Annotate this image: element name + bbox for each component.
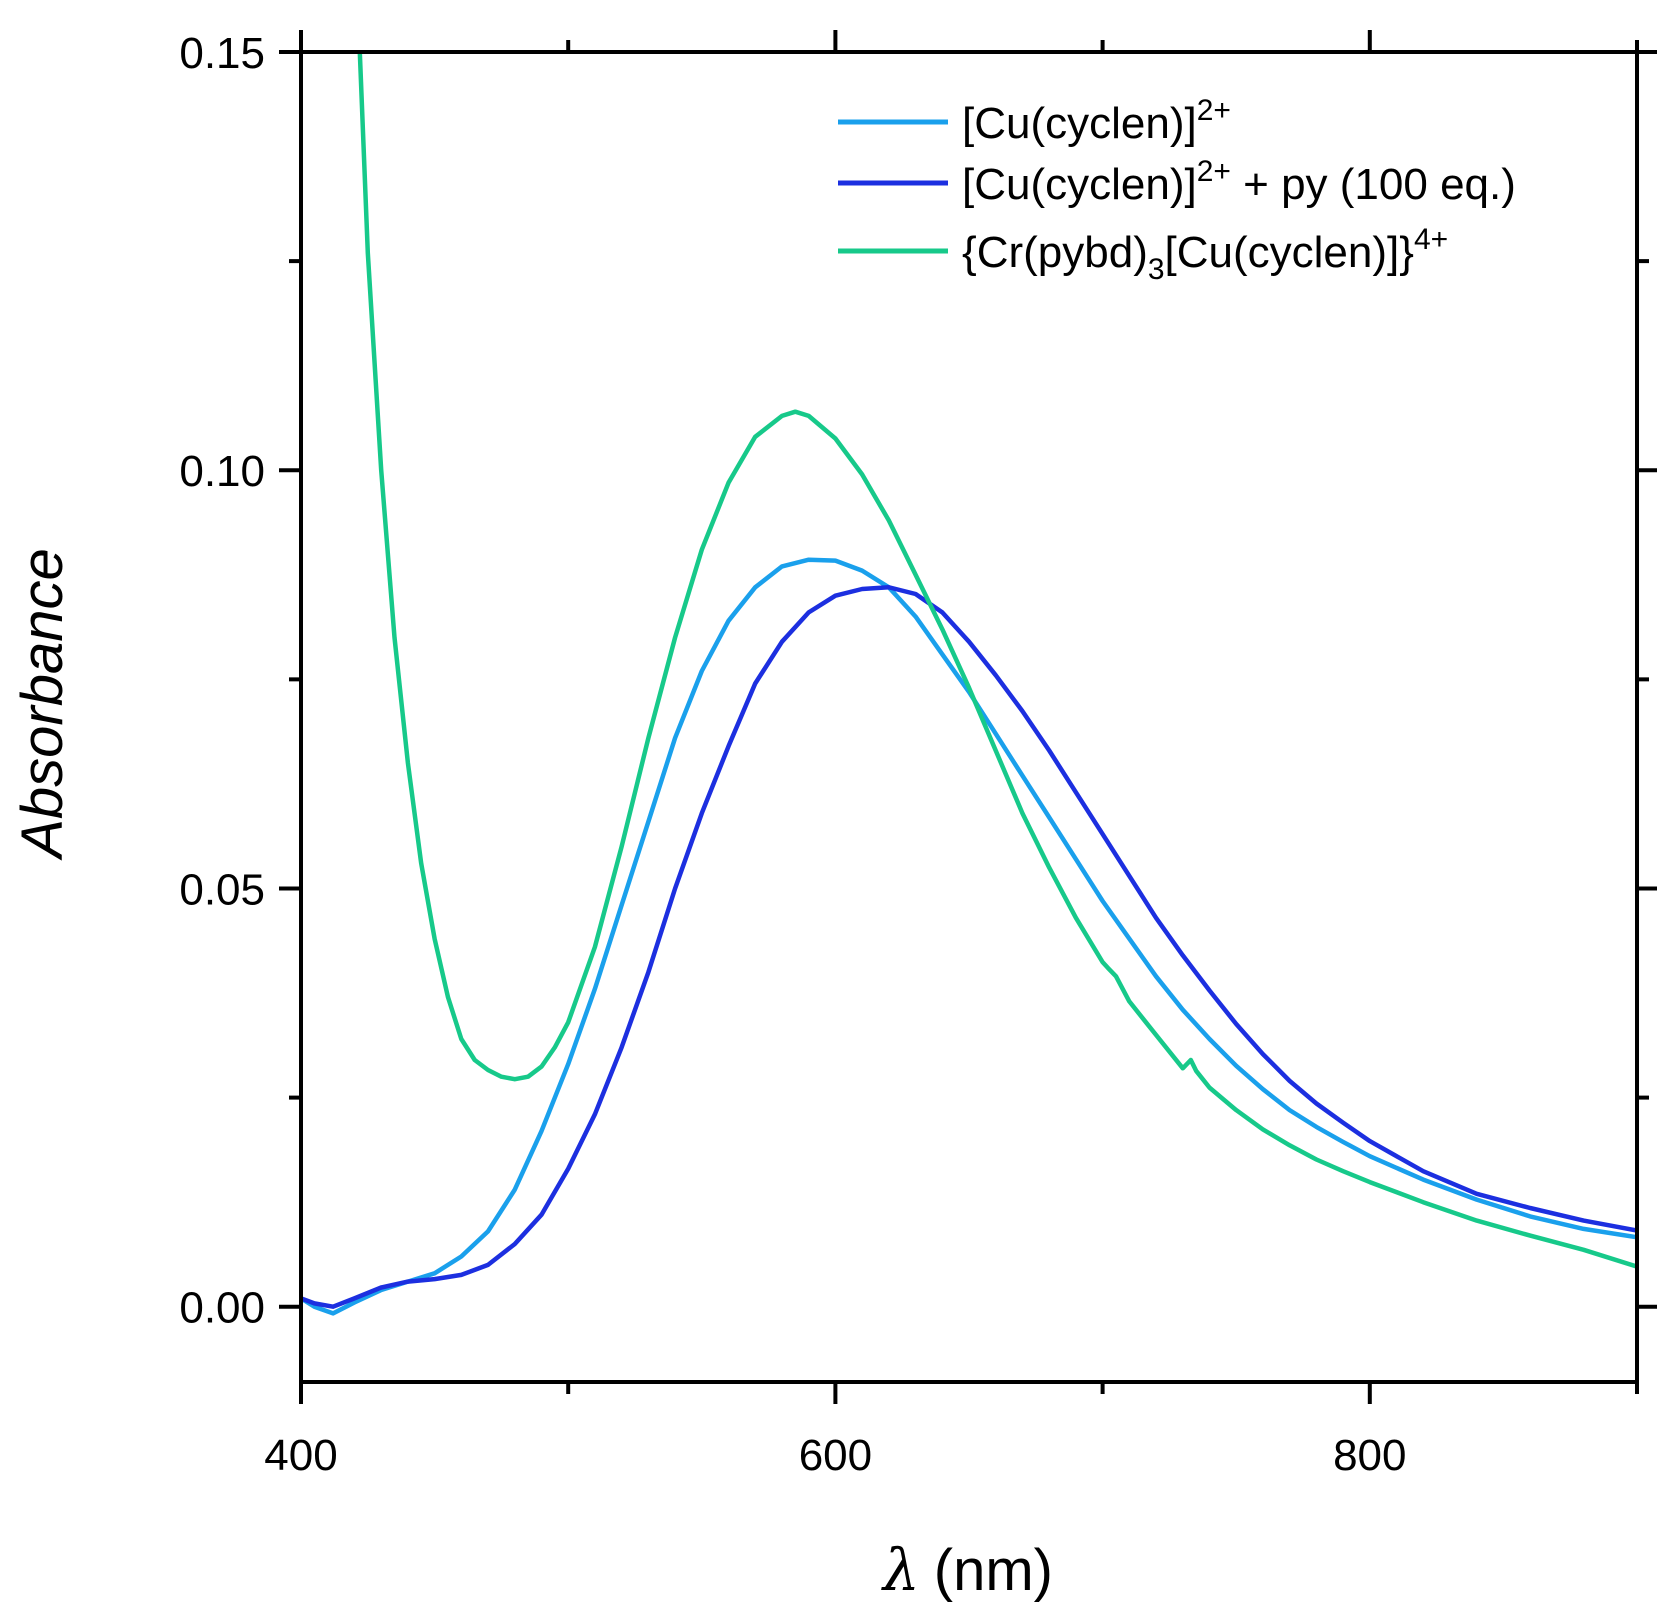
legend-label-2: {Cr(pybd)3[Cu(cyclen)]}4+ [962,223,1448,286]
legend-label-0-main: [Cu(cyclen)] [962,99,1197,148]
legend: [Cu(cyclen)]2+ [Cu(cyclen)]2+ + py (100 … [838,94,1516,286]
x-axis-symbol: λ [881,1536,920,1604]
series-line-2 [357,52,1637,1269]
legend-label-0-sup: 2+ [1197,94,1231,127]
y-tick-label-0: 0.00 [179,1284,265,1333]
series-layer [301,52,1637,1316]
x-axis-unit: (nm) [934,1538,1053,1603]
legend-entry-1: [Cu(cyclen)]2+ + py (100 eq.) [838,155,1516,209]
x-axis-title: λ (nm) [881,1536,1053,1604]
legend-label-1-extra: + py (100 eq.) [1231,160,1516,209]
y-tick-label-1: 0.05 [179,865,265,914]
legend-label-0: [Cu(cyclen)]2+ [962,94,1231,148]
legend-label-2-main: {Cr(pybd) [962,228,1148,277]
legend-label-2-sub: 3 [1148,253,1165,286]
tick-label-layer: 400 600 800 0.00 0.05 0.10 0.15 [179,29,1406,1480]
x-tick-label-0: 400 [264,1431,337,1480]
legend-label-2-sup: 4+ [1414,223,1448,256]
y-tick-label-3: 0.15 [179,29,265,78]
legend-label-2-rest: [Cu(cyclen)]} [1165,228,1414,277]
legend-label-1-sup: 2+ [1197,155,1231,188]
x-tick-label-1: 600 [799,1431,872,1480]
tick-layer [279,30,1657,1404]
series-line-1 [301,585,1637,1309]
y-axis-title: Absorbance [10,548,75,861]
legend-label-1-main: [Cu(cyclen)] [962,160,1197,209]
legend-entry-2: {Cr(pybd)3[Cu(cyclen)]}4+ [838,223,1448,286]
plot-frame [299,50,1639,1384]
legend-label-1: [Cu(cyclen)]2+ + py (100 eq.) [962,155,1516,209]
x-tick-label-2: 800 [1333,1431,1406,1480]
legend-entry-0: [Cu(cyclen)]2+ [838,94,1231,148]
y-tick-label-2: 0.10 [179,447,265,496]
